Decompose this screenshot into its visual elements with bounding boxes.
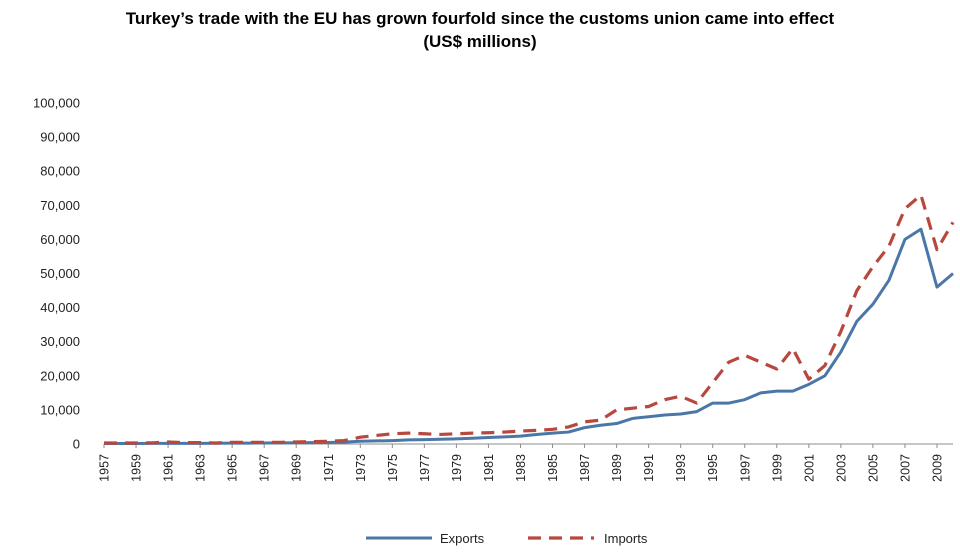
legend: Exports Imports — [366, 531, 648, 546]
x-tick-label: 1993 — [674, 454, 688, 482]
series-line-exports — [104, 227, 954, 445]
series-lines — [104, 193, 955, 445]
x-tick-label: 2005 — [866, 454, 880, 482]
y-tick-label: 60,000 — [40, 232, 80, 247]
x-axis-ticks: 1957 1959 1961 1963 1965 1967 1969 1971 1973 1975… — [98, 444, 944, 482]
chart-subtitle: (US$ millions) — [423, 32, 536, 51]
y-tick-label: 100,000 — [33, 96, 80, 111]
x-tick-label: 1999 — [770, 454, 784, 482]
x-tick-label: 2007 — [898, 454, 912, 482]
y-tick-label: 80,000 — [40, 164, 80, 179]
x-tick-label: 2003 — [834, 454, 848, 482]
x-tick-label: 1979 — [450, 454, 464, 482]
x-tick-label: 1985 — [546, 454, 560, 482]
x-tick-label: 1973 — [354, 454, 368, 482]
x-tick-label: 1987 — [578, 454, 592, 482]
x-tick-label: 1981 — [482, 454, 496, 482]
x-tick-label: 1983 — [514, 454, 528, 482]
y-tick-label: 30,000 — [40, 334, 80, 349]
x-tick-label: 1967 — [258, 454, 272, 482]
series-line-imports — [104, 193, 955, 445]
x-tick-label: 1971 — [322, 454, 336, 482]
x-tick-label: 1977 — [418, 454, 432, 482]
y-tick-label: 20,000 — [40, 368, 80, 383]
x-tick-label: 1961 — [162, 454, 176, 482]
x-tick-label: 1997 — [738, 454, 752, 482]
x-tick-label: 1959 — [130, 454, 144, 482]
x-tick-label: 2001 — [802, 454, 816, 482]
legend-label-imports: Imports — [604, 531, 648, 546]
y-axis-ticks: 0 10,000 20,000 30,000 40,000 50,000 60,000 70,… — [33, 96, 80, 452]
y-tick-label: 0 — [73, 437, 80, 452]
x-tick-label: 1963 — [194, 454, 208, 482]
legend-label-exports: Exports — [440, 531, 485, 546]
y-tick-label: 10,000 — [40, 402, 80, 417]
x-tick-label: 1991 — [642, 454, 656, 482]
chart-title: Turkey’s trade with the EU has grown fou… — [126, 9, 835, 28]
y-tick-label: 90,000 — [40, 130, 80, 145]
x-tick-label: 1965 — [226, 454, 240, 482]
x-tick-label: 1975 — [386, 454, 400, 482]
x-tick-label: 1989 — [610, 454, 624, 482]
x-tick-label: 1969 — [290, 454, 304, 482]
x-tick-label: 2009 — [930, 454, 944, 482]
y-tick-label: 70,000 — [40, 198, 80, 213]
x-tick-label: 1957 — [98, 454, 112, 482]
y-tick-label: 40,000 — [40, 300, 80, 315]
y-tick-label: 50,000 — [40, 266, 80, 281]
x-tick-label: 1995 — [706, 454, 720, 482]
